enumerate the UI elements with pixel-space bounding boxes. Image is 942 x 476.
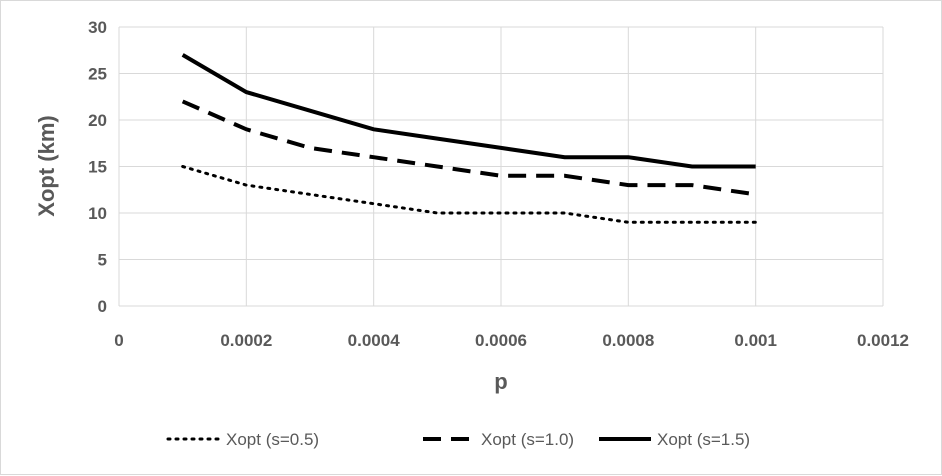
x-tick-label: 0.0006 <box>475 331 527 350</box>
series-line-0 <box>181 165 758 224</box>
legend-label-0: Xopt (s=0.5) <box>226 430 319 449</box>
y-tick-label: 5 <box>98 251 107 270</box>
x-tick-label: 0.0002 <box>220 331 272 350</box>
y-tick-label: 0 <box>98 297 107 316</box>
y-tick-label: 10 <box>88 204 107 223</box>
x-axis-label: p <box>494 369 507 394</box>
y-tick-label: 15 <box>88 158 107 177</box>
y-tick-label: 30 <box>88 18 107 37</box>
series-line-1 <box>181 99 756 197</box>
x-tick-label: 0 <box>114 331 123 350</box>
y-tick-label: 25 <box>88 65 107 84</box>
legend-label-1: Xopt (s=1.0) <box>481 430 574 449</box>
x-tick-label: 0.0004 <box>348 331 401 350</box>
y-tick-label: 20 <box>88 111 107 130</box>
x-tick-label: 0.0012 <box>857 331 909 350</box>
x-tick-label: 0.0008 <box>602 331 654 350</box>
legend-label-2: Xopt (s=1.5) <box>657 430 750 449</box>
x-tick-label: 0.001 <box>734 331 777 350</box>
y-axis-label: Xopt (km) <box>34 115 59 216</box>
series-line-2 <box>181 53 756 169</box>
